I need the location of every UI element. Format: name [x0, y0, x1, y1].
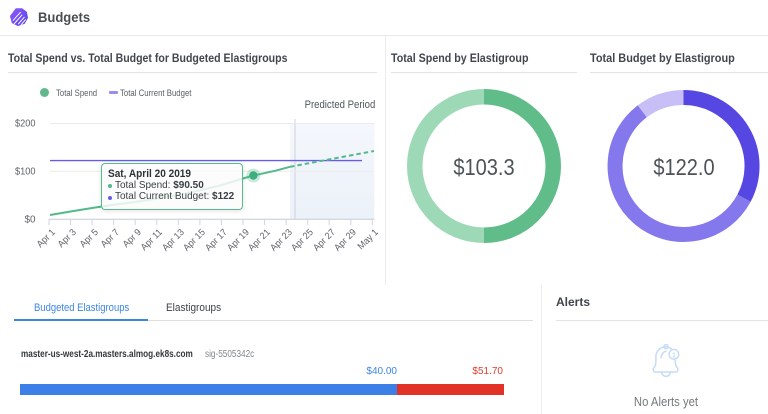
svg-text:$100: $100 [15, 166, 36, 177]
svg-text:$200: $200 [15, 119, 36, 130]
svg-text:1: 1 [672, 352, 676, 359]
svg-text:$0: $0 [25, 214, 36, 225]
